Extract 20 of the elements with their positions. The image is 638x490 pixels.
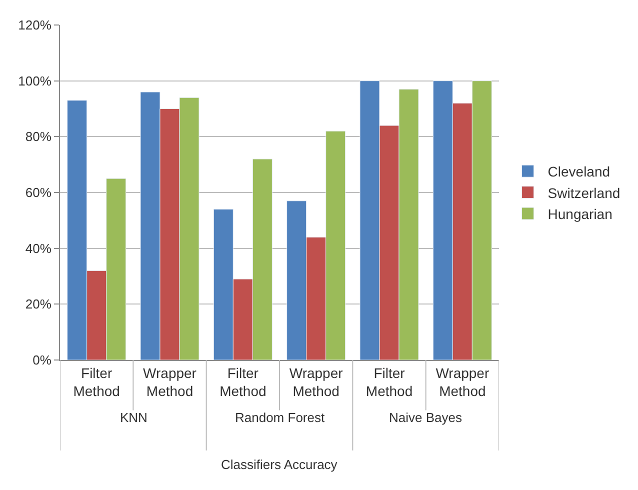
text: Naive Bayes xyxy=(389,410,462,425)
legend-label: Switzerland xyxy=(548,184,620,201)
x-tick-label: Filter Method xyxy=(220,364,266,399)
legend-label: Cleveland xyxy=(548,164,610,180)
y-tick-label: 40% xyxy=(25,240,52,256)
y-tick-label: 0% xyxy=(32,352,52,368)
x-tick-label: Filter Method xyxy=(366,364,413,399)
y-tick-label: 100% xyxy=(18,73,52,88)
y-tick-label: 60% xyxy=(25,185,52,200)
text: KNN xyxy=(120,410,148,425)
y-tick-label: 120% xyxy=(18,18,52,33)
x-tick-label: Wrapper Method xyxy=(143,364,197,399)
text: Random Forest xyxy=(235,410,325,425)
x-axis-title: Classifiers Accuracy xyxy=(221,457,338,472)
y-tick-label: 20% xyxy=(25,296,52,312)
x-tick-label: Filter Method xyxy=(73,364,120,399)
x-tick-label: Wrapper Method xyxy=(289,364,344,399)
y-tick-label: 80% xyxy=(25,129,52,144)
x-tick-label: Wrapper Method xyxy=(436,364,490,399)
legend-label: Hungarian xyxy=(548,206,612,222)
